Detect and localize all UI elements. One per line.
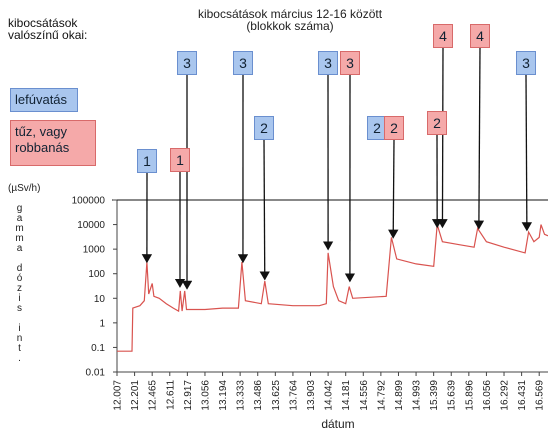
x-tick-label: 14.181 <box>341 380 352 411</box>
y-tick-label: 0.01 <box>86 368 106 379</box>
x-tick-label: 12.007 <box>113 380 124 411</box>
annotation-box: 1 <box>170 148 190 172</box>
y-tick-label: 1000 <box>83 245 106 256</box>
annotation-box: 3 <box>340 51 360 75</box>
x-tick-label: 12.611 <box>165 380 176 410</box>
x-tick-label: 13.333 <box>236 380 247 411</box>
annotation-arrow <box>388 139 399 239</box>
x-tick-label: 15.896 <box>464 380 475 411</box>
annotation-box: 2 <box>427 111 447 135</box>
annotation-arrow <box>473 47 485 230</box>
x-tick-label: 14.792 <box>376 380 387 411</box>
x-tick-label: 13.903 <box>306 380 317 411</box>
x-tick-label: 16.056 <box>482 380 493 411</box>
chart-subtitle: (blokkok száma) <box>246 19 333 33</box>
x-tick-label: 14.042 <box>324 380 335 411</box>
x-tick-label: 13.194 <box>218 380 229 411</box>
annotation-box: 2 <box>254 116 274 140</box>
x-tick-label: 13.625 <box>271 380 282 411</box>
series-line <box>117 224 548 352</box>
annotation-box: 3 <box>318 51 338 75</box>
x-tick-label: 12.917 <box>183 380 194 411</box>
annotation-arrow <box>259 139 270 281</box>
y-tick-label: 100 <box>88 269 105 280</box>
chart-title: kibocsátások március 12-16 között <box>198 7 383 21</box>
annotation-arrow <box>521 74 533 232</box>
annotation-box: 2 <box>384 116 404 140</box>
x-tick-label: 16.569 <box>535 380 546 411</box>
x-axis-label: dátum <box>321 417 354 431</box>
y-axis-label: gamma dózis int. <box>14 203 25 363</box>
legend-title: kibocsátások valószínű okai: <box>8 16 88 42</box>
x-tick-label: 13.056 <box>200 380 211 411</box>
x-tick-label: 14.899 <box>394 380 405 411</box>
legend-item: lefúvatás <box>10 88 78 112</box>
y-unit: (µSv/h) <box>8 183 41 194</box>
y-tick-label: 1 <box>99 318 105 329</box>
x-tick-label: 16.292 <box>500 380 511 411</box>
legend-item: tűz, vagy robbanás <box>10 120 96 166</box>
y-tick-label: 10 <box>94 294 106 305</box>
y-tick-label: 0.1 <box>91 343 105 354</box>
annotation-box: 4 <box>433 24 453 48</box>
y-tick-label: 100000 <box>72 196 106 207</box>
annotation-box: 4 <box>470 24 490 48</box>
x-tick-label: 15.399 <box>429 380 440 411</box>
y-tick-label: 10000 <box>77 220 105 231</box>
annotation-box: 1 <box>137 149 157 173</box>
annotation-box: 3 <box>233 51 253 75</box>
x-tick-label: 15.639 <box>447 380 458 411</box>
x-tick-label: 14.993 <box>412 380 423 411</box>
x-tick-label: 13.486 <box>253 380 264 411</box>
x-tick-label: 14.556 <box>359 380 370 411</box>
x-tick-label: 16.431 <box>517 380 528 411</box>
annotation-box: 3 <box>177 51 197 75</box>
annotation-arrow <box>437 47 448 229</box>
x-tick-label: 12.201 <box>130 380 141 411</box>
x-tick-label: 13.764 <box>288 380 299 411</box>
x-tick-label: 12.465 <box>148 380 159 411</box>
annotation-box: 3 <box>516 51 536 75</box>
